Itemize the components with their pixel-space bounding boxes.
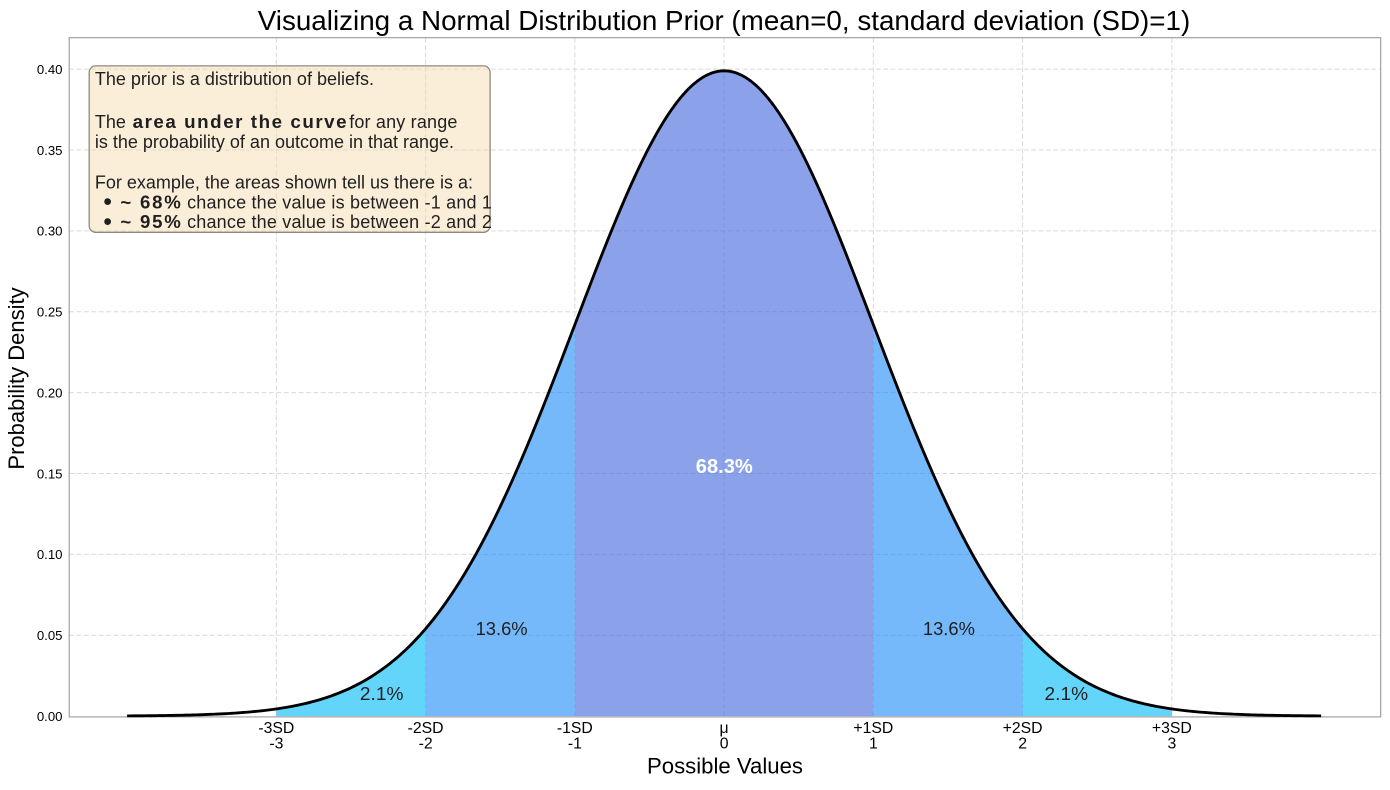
- svg-text:3: 3: [1167, 736, 1176, 753]
- svg-text:68.3%: 68.3%: [696, 456, 753, 478]
- svg-text:0.10: 0.10: [37, 547, 63, 562]
- svg-text:-1: -1: [568, 736, 582, 753]
- svg-text:Visualizing a Normal Distribut: Visualizing a Normal Distribution Prior …: [258, 5, 1191, 36]
- svg-text:0.15: 0.15: [37, 466, 63, 481]
- svg-text:μ: μ: [720, 720, 729, 737]
- svg-text:13.6%: 13.6%: [476, 619, 528, 639]
- svg-text:~ 95%chance the value is betwe: ~ 95% chance the value is between -2 and …: [120, 211, 492, 232]
- svg-text:0.20: 0.20: [37, 385, 63, 400]
- svg-text:-1SD: -1SD: [557, 720, 593, 737]
- svg-text:+1SD: +1SD: [853, 720, 893, 737]
- svg-text:-3: -3: [269, 736, 283, 753]
- svg-text:+2SD: +2SD: [1003, 720, 1043, 737]
- svg-text:13.6%: 13.6%: [923, 619, 975, 639]
- svg-text:0.00: 0.00: [37, 709, 63, 724]
- svg-text:-2: -2: [419, 736, 433, 753]
- svg-text:0.30: 0.30: [37, 224, 63, 239]
- svg-text:~ 68%chance the value is betwe: ~ 68% chance the value is between -1 and …: [120, 191, 492, 212]
- svg-text:0.25: 0.25: [37, 305, 63, 320]
- svg-text:1: 1: [869, 736, 878, 753]
- svg-text:0.40: 0.40: [37, 62, 63, 77]
- svg-text:Possible Values: Possible Values: [647, 754, 803, 779]
- svg-text:•: •: [103, 188, 112, 216]
- svg-text:•: •: [103, 208, 112, 236]
- svg-text:-2SD: -2SD: [408, 720, 444, 737]
- svg-text:0.05: 0.05: [37, 628, 63, 643]
- svg-text:is the probability of an outco: is the probability of an outcome in that…: [95, 132, 454, 152]
- svg-text:0.35: 0.35: [37, 143, 63, 158]
- svg-text:2: 2: [1018, 736, 1027, 753]
- svg-text:-3SD: -3SD: [258, 720, 294, 737]
- svg-text:The prior is a distribution of: The prior is a distribution of beliefs.: [95, 69, 374, 89]
- svg-text:For example, the areas shown t: For example, the areas shown tell us the…: [95, 173, 473, 193]
- svg-text:2.1%: 2.1%: [360, 684, 404, 704]
- svg-text:+3SD: +3SD: [1152, 720, 1192, 737]
- svg-text:0: 0: [720, 736, 729, 753]
- svg-text:Probability Density: Probability Density: [4, 287, 29, 469]
- svg-text:2.1%: 2.1%: [1045, 684, 1089, 704]
